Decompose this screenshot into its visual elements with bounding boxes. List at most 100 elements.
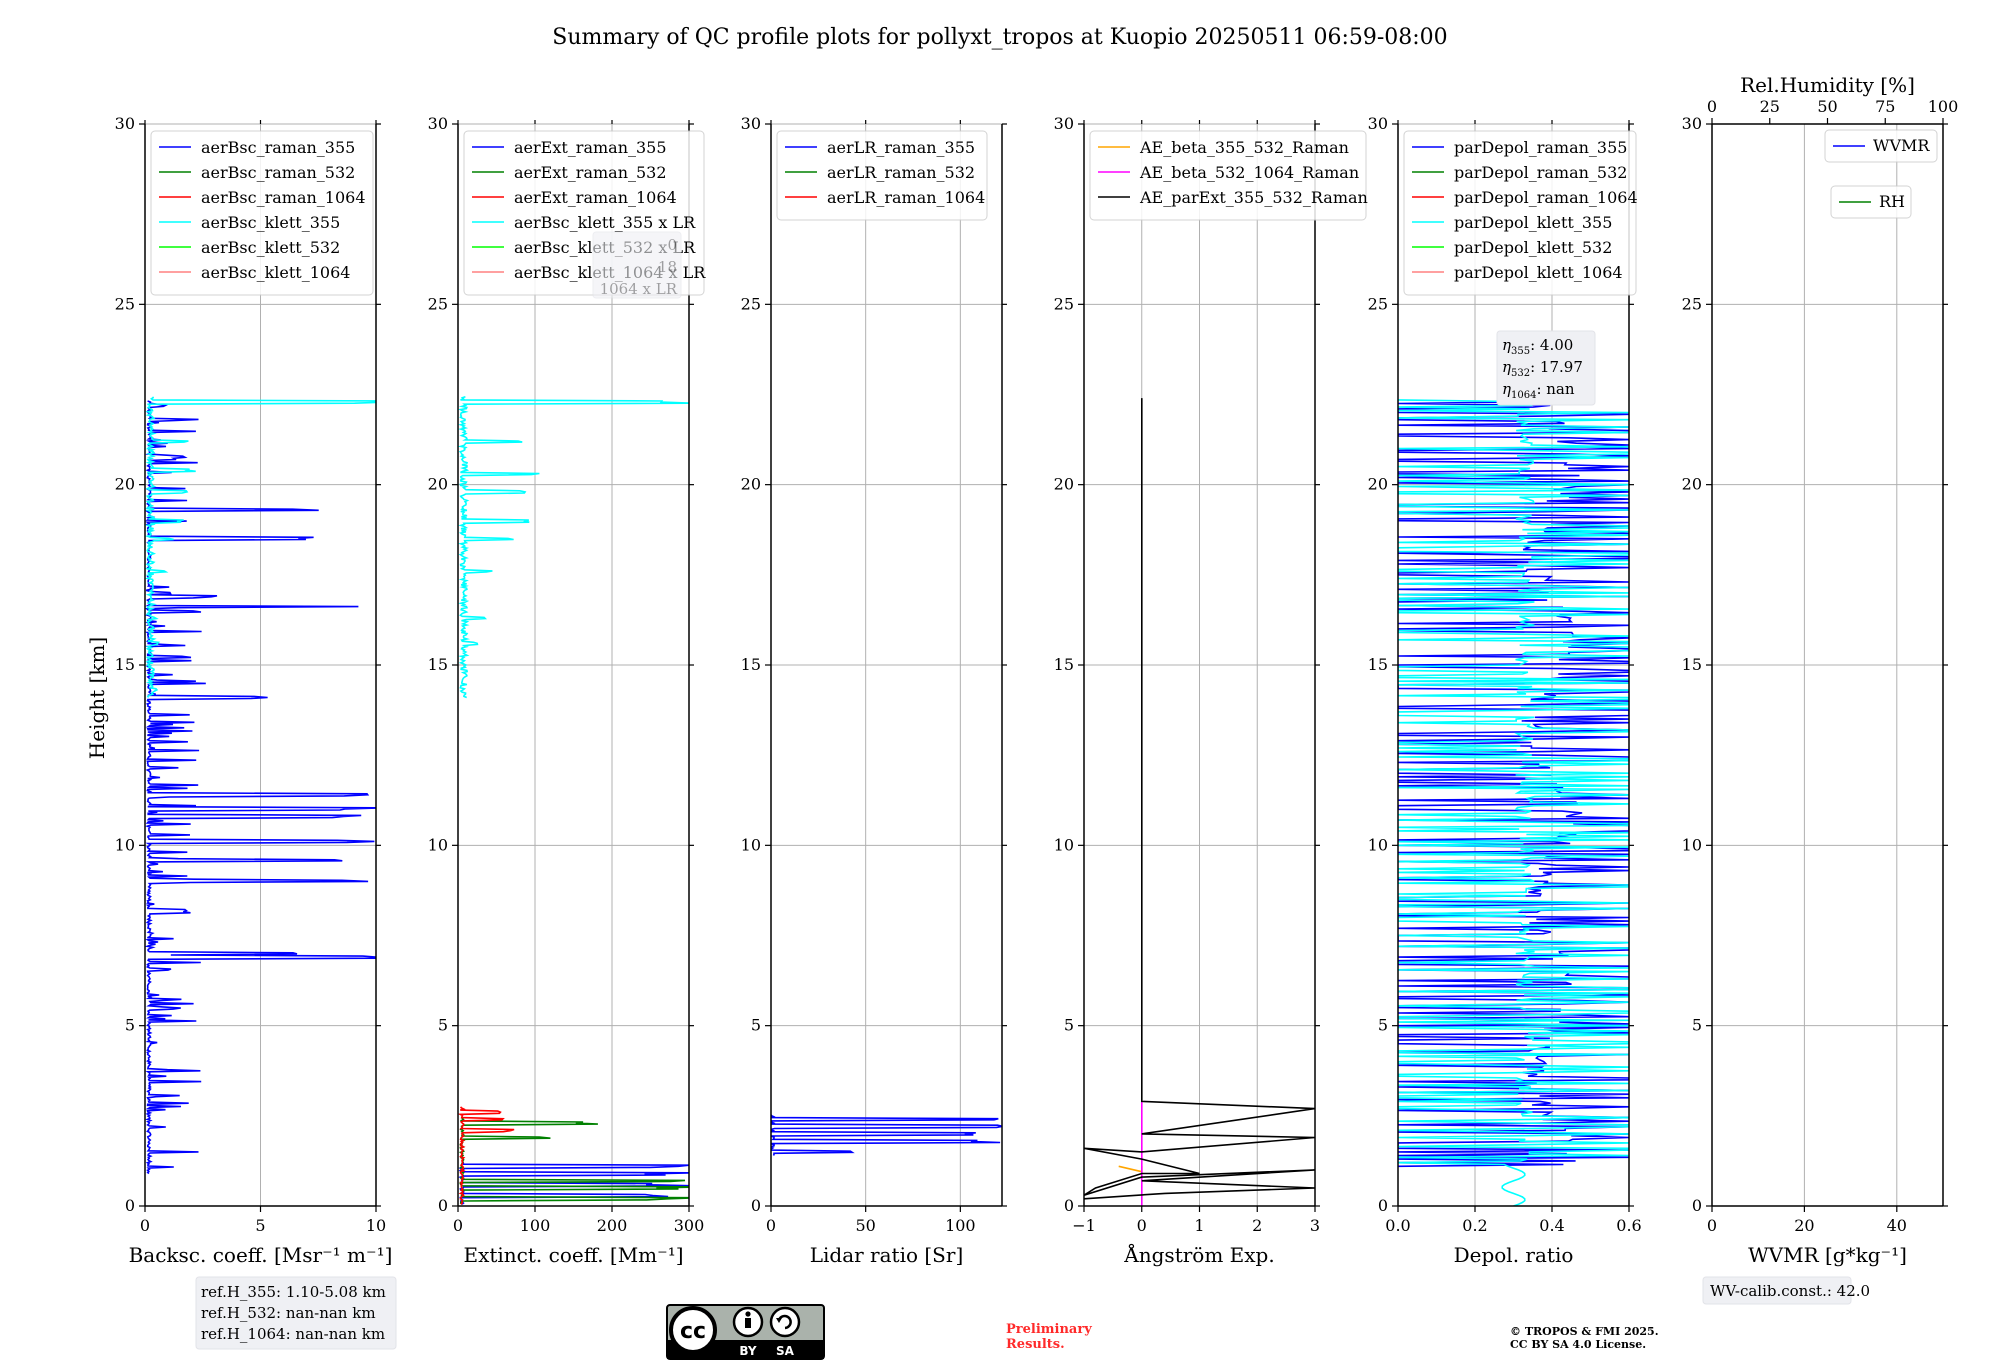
ref-height-box: ref.H_355: 1.10-5.08 km ref.H_532: nan-n… <box>195 1276 397 1350</box>
x-axis-label: Ångström Exp. <box>1123 1242 1274 1267</box>
panel-grid <box>1711 123 1943 1207</box>
y-tick-label: 20 <box>1054 475 1074 494</box>
panel-grid <box>770 123 1002 1207</box>
legend-label: aerExt_raman_355 <box>514 138 667 157</box>
y-tick-label: 20 <box>1682 475 1702 494</box>
x-tick-label: −1 <box>1072 1216 1096 1235</box>
y-tick-label: 0 <box>1692 1196 1702 1215</box>
ref-height-1064: ref.H_1064: nan-nan km <box>201 1325 385 1343</box>
legend-label: AE_parExt_355_532_Raman <box>1139 188 1368 207</box>
y-tick-label: 15 <box>1682 655 1702 674</box>
legend-label: aerLR_raman_532 <box>827 163 975 182</box>
preliminary-line-1: Preliminary <box>1006 1322 1092 1337</box>
y-tick-label: 25 <box>741 294 761 313</box>
x-tick-label: 2 <box>1252 1216 1262 1235</box>
x-tick-label: 200 <box>597 1216 628 1235</box>
y-tick-label: 0 <box>1378 1196 1388 1215</box>
x2-tick-label: 50 <box>1817 97 1837 116</box>
y-tick-label: 25 <box>428 294 448 313</box>
panel-plot-area <box>1398 399 1629 1206</box>
y-tick-label: 5 <box>1378 1016 1388 1035</box>
legend-frame <box>1824 129 1938 163</box>
x-tick-label: 0 <box>140 1216 150 1235</box>
cc-label: cc <box>680 1319 706 1344</box>
panel-grid <box>1083 123 1316 1207</box>
legend-label: AE_beta_532_1064_Raman <box>1139 163 1359 182</box>
legend-label: parDepol_klett_532 <box>1454 238 1612 257</box>
y-tick-label: 10 <box>428 835 448 854</box>
y-tick-label: 15 <box>115 655 135 674</box>
series-ae-parext-355-532-raman <box>1084 398 1315 1200</box>
y-tick-label: 10 <box>1368 835 1388 854</box>
x-tick-label: 0 <box>453 1216 463 1235</box>
legend-rh: RH <box>1830 185 1912 219</box>
legend-label: aerLR_raman_1064 <box>827 188 985 207</box>
legend: aerLR_raman_355 aerLR_raman_532 aerLR_rama… <box>776 130 988 221</box>
x2-tick-label: 100 <box>1928 97 1959 116</box>
wv-calib-text: WV-calib.const.: 42.0 <box>1710 1282 1870 1300</box>
legend-label: aerLR_raman_355 <box>827 138 975 157</box>
y-tick-label: 5 <box>125 1016 135 1035</box>
x-axis-label: Depol. ratio <box>1454 1243 1574 1267</box>
y-tick-label: 5 <box>1064 1016 1074 1035</box>
legend-label: aerBsc_klett_1064 <box>201 263 350 282</box>
legend-label: WVMR <box>1873 136 1930 155</box>
y-tick-label: 30 <box>741 114 761 133</box>
y-tick-label: 30 <box>1054 114 1074 133</box>
legend-label: parDepol_raman_1064 <box>1454 188 1638 207</box>
legend: parDepol_raman_355 parDepol_raman_532 parD… <box>1403 130 1638 296</box>
panel-3: 0 5 10 15 20 25 30 0 50 100 Lidar ratio [Sr] aerLR_… <box>741 114 1007 1267</box>
x-axis-label: WVMR [g*kg⁻¹] <box>1748 1243 1907 1267</box>
y-tick-label: 0 <box>125 1196 135 1215</box>
y-tick-label: 25 <box>1682 294 1702 313</box>
legend-label: AE_beta_355_532_Raman <box>1139 138 1349 157</box>
legend-label: RH <box>1879 192 1905 211</box>
legend-frame <box>150 130 374 296</box>
panel-6: 0 5 10 15 20 25 30 0 20 40 WVMR [g*kg⁻¹] 0 25 50 75 100… <box>1682 73 1959 1267</box>
series-aerext-raman-532 <box>458 1116 689 1205</box>
y-tick-label: 30 <box>1368 114 1388 133</box>
legend: aerBsc_raman_355 aerBsc_raman_532 aerBsc_r… <box>150 130 374 296</box>
x-tick-label: 0.4 <box>1539 1216 1564 1235</box>
x-axis-label: Lidar ratio [Sr] <box>810 1243 964 1267</box>
legend-label: aerBsc_klett_532 <box>201 238 340 257</box>
panel-5: 0 5 10 15 20 25 30 0.0 0.2 0.4 0.6 Depol. ratio parD… <box>1368 114 1642 1267</box>
y-axis-label: Height [km] <box>85 637 109 759</box>
x-tick-label: 100 <box>945 1216 976 1235</box>
panel-1: 0 5 10 15 20 25 30 0 5 10 Backsc. coeff. [Msr⁻¹ m⁻… <box>115 114 393 1267</box>
legend-frame <box>1403 130 1637 296</box>
x-tick-label: 1 <box>1194 1216 1204 1235</box>
eta-box: η355: 4.00 η532: 17.97 η1064: nan <box>1496 330 1596 406</box>
series-pardepol-klett-355 <box>1398 399 1629 1206</box>
legend-label: aerExt_raman_1064 <box>514 188 677 207</box>
y-tick-label: 25 <box>1054 294 1074 313</box>
y-tick-label: 10 <box>741 835 761 854</box>
y-tick-label: 20 <box>428 475 448 494</box>
preliminary-line-2: Results. <box>1006 1337 1065 1352</box>
y-tick-label: 15 <box>428 655 448 674</box>
y-tick-label: 5 <box>751 1016 761 1035</box>
x-tick-label: 0.0 <box>1385 1216 1410 1235</box>
legend-wvmr: WVMR <box>1824 129 1938 163</box>
hidden-info-text: 18 <box>658 258 677 276</box>
x-tick-label: 50 <box>855 1216 875 1235</box>
x-tick-label: 300 <box>674 1216 705 1235</box>
x2-tick-label: 25 <box>1760 97 1780 116</box>
legend-frame <box>776 130 988 221</box>
hidden-info-text: 1064 x LR <box>600 280 678 298</box>
x-tick-label: 0 <box>766 1216 776 1235</box>
series-ae-beta-355-532-raman <box>1118 1165 1143 1173</box>
legend-label: parDepol_raman_532 <box>1454 163 1627 182</box>
panel-plot-area <box>458 395 689 1205</box>
series-aerbsc-klett-355-x-lr <box>458 395 689 699</box>
panel-plot-area <box>1084 398 1315 1206</box>
y-tick-label: 20 <box>741 475 761 494</box>
legend-label: parDepol_klett_355 <box>1454 213 1612 232</box>
y-tick-label: 10 <box>1682 835 1702 854</box>
y-tick-label: 10 <box>115 835 135 854</box>
series-aerbsc-klett-355 <box>145 396 376 698</box>
